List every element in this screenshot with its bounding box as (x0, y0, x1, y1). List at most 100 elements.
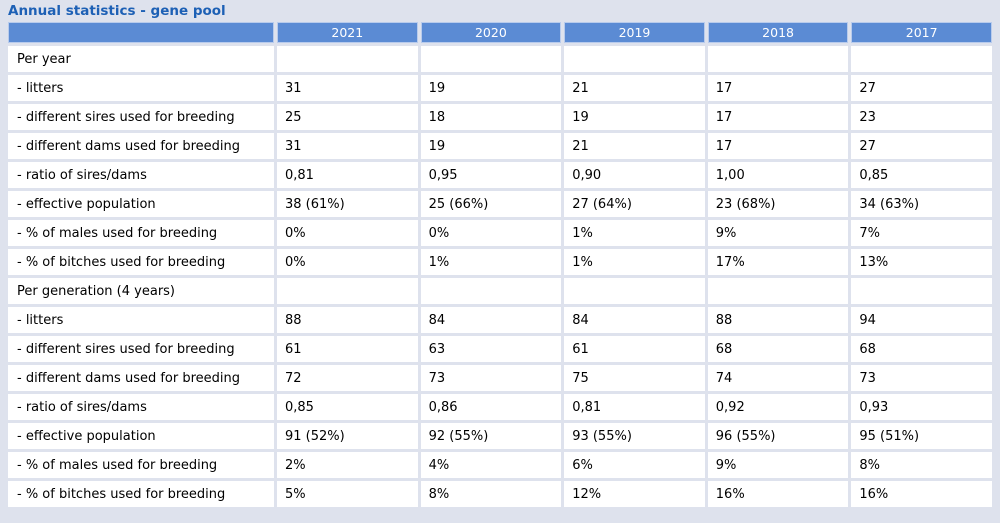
value-cell: 9% (707, 220, 849, 246)
value-cell: 19 (420, 75, 562, 101)
value-cell: 12% (564, 481, 705, 507)
table-body: Per year - litters 31 19 21 17 27- different s… (8, 46, 992, 507)
row-label: - % of males used for breeding (8, 220, 274, 246)
year-header-row: 2021 2020 2019 2018 2017 (8, 22, 992, 43)
row-label: - different dams used for breeding (8, 133, 274, 159)
empty-value-cell (851, 46, 992, 72)
row-label: - effective population (8, 423, 274, 449)
value-cell: 0% (420, 220, 562, 246)
table-row: - different sires used for breeding 61 63 6… (8, 336, 992, 362)
value-cell: 0% (277, 249, 418, 275)
value-cell: 19 (564, 104, 705, 130)
value-cell: 8% (851, 452, 992, 478)
empty-value-cell (564, 278, 705, 304)
value-cell: 9% (707, 452, 849, 478)
table-row: - % of bitches used for breeding 5% 8% 12% 1… (8, 481, 992, 507)
header-empty-cell (8, 22, 274, 43)
empty-value-cell (564, 46, 705, 72)
value-cell: 2% (277, 452, 418, 478)
table-row: - effective population 38 (61%) 25 (66%) 27… (8, 191, 992, 217)
year-header-2021: 2021 (277, 22, 418, 43)
value-cell: 27 (64%) (564, 191, 705, 217)
value-cell: 25 (277, 104, 418, 130)
value-cell: 23 (68%) (707, 191, 849, 217)
row-label: - litters (8, 307, 274, 333)
value-cell: 0,90 (564, 162, 705, 188)
gene-pool-table: 2021 2020 2019 2018 2017 Per year - litters 31… (5, 19, 995, 510)
value-cell: 96 (55%) (707, 423, 849, 449)
section-row: Per year (8, 46, 992, 72)
value-cell: 94 (851, 307, 992, 333)
table-row: - different dams used for breeding 31 19 21… (8, 133, 992, 159)
table-row: - ratio of sires/dams 0,85 0,86 0,81 0,92 0,9… (8, 394, 992, 420)
value-cell: 0,81 (277, 162, 418, 188)
value-cell: 38 (61%) (277, 191, 418, 217)
row-label: - % of bitches used for breeding (8, 249, 274, 275)
value-cell: 0,85 (851, 162, 992, 188)
row-label: - different dams used for breeding (8, 365, 274, 391)
value-cell: 74 (707, 365, 849, 391)
value-cell: 88 (707, 307, 849, 333)
value-cell: 0,95 (420, 162, 562, 188)
value-cell: 0,81 (564, 394, 705, 420)
row-label: - % of bitches used for breeding (8, 481, 274, 507)
empty-value-cell (851, 278, 992, 304)
value-cell: 84 (564, 307, 705, 333)
value-cell: 6% (564, 452, 705, 478)
value-cell: 1% (564, 249, 705, 275)
value-cell: 34 (63%) (851, 191, 992, 217)
value-cell: 1% (564, 220, 705, 246)
value-cell: 7% (851, 220, 992, 246)
empty-value-cell (707, 46, 849, 72)
value-cell: 13% (851, 249, 992, 275)
value-cell: 92 (55%) (420, 423, 562, 449)
value-cell: 0,92 (707, 394, 849, 420)
value-cell: 0,85 (277, 394, 418, 420)
value-cell: 31 (277, 75, 418, 101)
value-cell: 61 (564, 336, 705, 362)
table-row: - different sires used for breeding 25 18 1… (8, 104, 992, 130)
value-cell: 23 (851, 104, 992, 130)
value-cell: 73 (851, 365, 992, 391)
value-cell: 31 (277, 133, 418, 159)
value-cell: 91 (52%) (277, 423, 418, 449)
section-label: Per year (8, 46, 274, 72)
empty-value-cell (420, 278, 562, 304)
table-row: - effective population 91 (52%) 92 (55%) 93… (8, 423, 992, 449)
value-cell: 17% (707, 249, 849, 275)
row-label: - effective population (8, 191, 274, 217)
value-cell: 17 (707, 133, 849, 159)
empty-value-cell (277, 278, 418, 304)
empty-value-cell (707, 278, 849, 304)
value-cell: 21 (564, 133, 705, 159)
row-label: - % of males used for breeding (8, 452, 274, 478)
value-cell: 0% (277, 220, 418, 246)
value-cell: 16% (707, 481, 849, 507)
value-cell: 27 (851, 75, 992, 101)
value-cell: 1% (420, 249, 562, 275)
value-cell: 68 (851, 336, 992, 362)
table-row: - ratio of sires/dams 0,81 0,95 0,90 1,00 0,8… (8, 162, 992, 188)
table-row: - % of males used for breeding 2% 4% 6% 9% 8% (8, 452, 992, 478)
row-label: - litters (8, 75, 274, 101)
value-cell: 0,93 (851, 394, 992, 420)
year-header-2019: 2019 (564, 22, 705, 43)
year-header-2020: 2020 (420, 22, 562, 43)
value-cell: 84 (420, 307, 562, 333)
value-cell: 17 (707, 75, 849, 101)
value-cell: 95 (51%) (851, 423, 992, 449)
value-cell: 8% (420, 481, 562, 507)
value-cell: 1,00 (707, 162, 849, 188)
value-cell: 68 (707, 336, 849, 362)
value-cell: 18 (420, 104, 562, 130)
table-row: - % of bitches used for breeding 0% 1% 1% 17… (8, 249, 992, 275)
table-header: 2021 2020 2019 2018 2017 (8, 22, 992, 43)
value-cell: 19 (420, 133, 562, 159)
table-row: - different dams used for breeding 72 73 75… (8, 365, 992, 391)
value-cell: 16% (851, 481, 992, 507)
value-cell: 72 (277, 365, 418, 391)
table-row: - % of males used for breeding 0% 0% 1% 9% 7% (8, 220, 992, 246)
empty-value-cell (420, 46, 562, 72)
year-header-2018: 2018 (707, 22, 849, 43)
